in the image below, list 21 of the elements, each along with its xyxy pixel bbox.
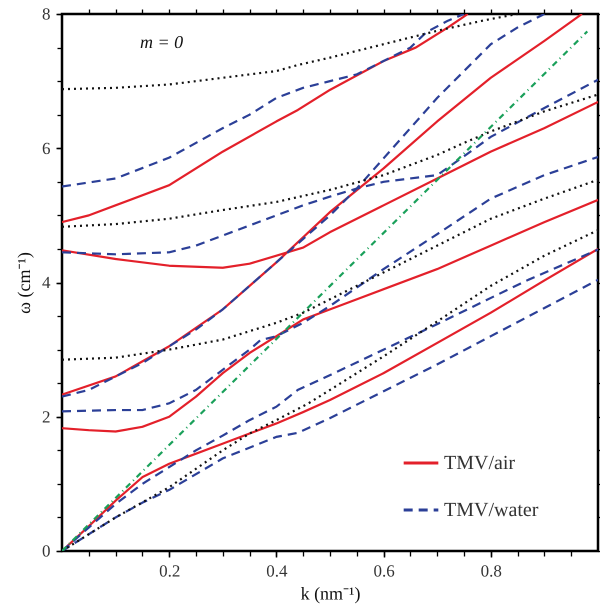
x-tick-label: 0.4 [266, 562, 288, 580]
annotation: m = 0 [140, 32, 184, 52]
x-tick-label: 0.6 [373, 562, 395, 580]
line-series [62, 198, 598, 433]
y-tick-label: 2 [42, 407, 50, 426]
y-tick-label: 6 [42, 138, 50, 158]
line-series [62, 14, 519, 90]
x-tick-label: 0.8 [480, 562, 502, 580]
line-series [62, 178, 598, 361]
line-series [62, 156, 598, 412]
y-tick-label: 0 [42, 542, 50, 560]
x-axis-title: k (nm⁻¹) [300, 584, 360, 604]
legend-label: TMV/water [444, 499, 539, 521]
line-series [62, 14, 469, 224]
y-axis-title: ω (cm⁻¹) [14, 252, 34, 314]
y-tick-label: 4 [42, 273, 51, 292]
legend-label: TMV/air [444, 452, 516, 474]
line-series [62, 14, 466, 188]
line-series [62, 93, 598, 228]
x-tick-label: 0.2 [159, 562, 180, 580]
y-tick-label: 8 [42, 4, 50, 24]
